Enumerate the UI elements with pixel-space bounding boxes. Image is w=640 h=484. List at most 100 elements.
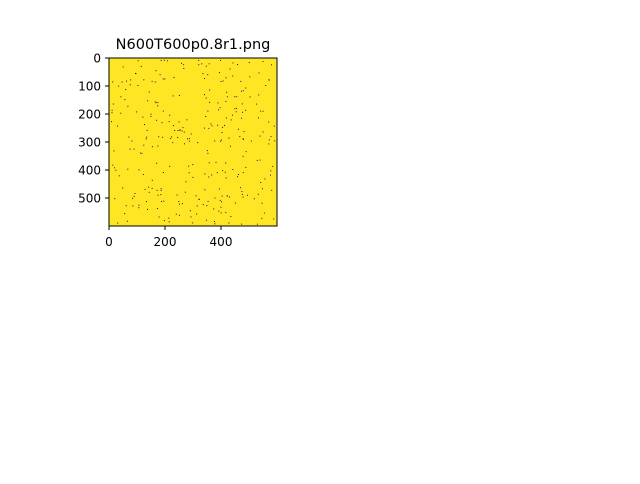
heatmap-cell [220, 59, 221, 61]
heatmap-cell [192, 222, 194, 224]
heatmap-cell [171, 136, 173, 138]
heatmap-cell [263, 212, 265, 214]
heatmap-cell [214, 197, 216, 199]
heatmap-cell [150, 115, 152, 117]
heatmap-cell [156, 162, 158, 164]
heatmap-cell [241, 193, 243, 195]
heatmap-cell [260, 182, 262, 183]
heatmap-cell [238, 174, 239, 175]
heatmap-cell [154, 81, 156, 83]
heatmap-cell [225, 162, 227, 164]
heatmap-cell [229, 68, 231, 70]
heatmap-cell [138, 169, 140, 171]
heatmap-cell [182, 127, 184, 129]
heatmap-cell [147, 208, 148, 210]
heatmap-cell [179, 214, 180, 216]
heatmap-cell [163, 200, 165, 202]
heatmap-cell [242, 172, 244, 174]
heatmap-cell [242, 138, 244, 140]
heatmap-cell [211, 174, 213, 176]
heatmap-cell [190, 216, 192, 218]
heatmap-cell [124, 213, 126, 215]
heatmap-cell [242, 155, 244, 157]
heatmap-cell [160, 189, 162, 191]
heatmap-cell [132, 197, 134, 199]
heatmap-cell [207, 110, 209, 112]
heatmap-cell [253, 198, 255, 200]
heatmap-cell [234, 96, 236, 98]
heatmap-cell [183, 64, 185, 66]
heatmap-cell [205, 65, 207, 67]
heatmap-cell [173, 125, 175, 127]
heatmap-cell [225, 100, 227, 102]
heatmap-cell [270, 170, 272, 172]
heatmap-cell [175, 213, 177, 215]
heatmap-cell [240, 187, 241, 189]
heatmap-cell [221, 201, 222, 203]
heatmap-cell [225, 177, 227, 179]
heatmap-cell [183, 131, 185, 133]
heatmap-cell [224, 171, 226, 173]
heatmap-cell [220, 81, 222, 82]
heatmap-cell [133, 195, 135, 197]
heatmap-cell [260, 110, 262, 112]
heatmap-cell [268, 143, 270, 145]
heatmap-cell [259, 135, 261, 137]
y-tick-label: 300 [78, 136, 101, 150]
x-tick-label: 200 [154, 235, 177, 249]
heatmap-cell [114, 198, 116, 200]
heatmap-cell [245, 151, 247, 153]
heatmap-cell [184, 191, 186, 193]
heatmap-cell [259, 159, 261, 161]
heatmap-cell [208, 162, 210, 164]
heatmap-cell [262, 131, 264, 133]
heatmap-cell [147, 100, 149, 102]
chart-title: N600T600p0.8r1.png [116, 37, 271, 53]
heatmap-cell [185, 181, 187, 183]
heatmap-cell [218, 109, 220, 111]
heatmap-cell [196, 213, 198, 215]
heatmap-cell [161, 201, 163, 202]
heatmap-cell [112, 164, 114, 166]
heatmap-cell [179, 129, 181, 131]
heatmap-cell [258, 72, 260, 74]
heatmap-cell [178, 121, 180, 123]
heatmap-cell [216, 172, 218, 174]
heatmap-cell [228, 137, 230, 139]
heatmap-cell [120, 112, 122, 114]
heatmap-cell [237, 64, 238, 65]
heatmap-cell [173, 77, 175, 78]
heatmap-cell [144, 124, 145, 125]
heatmap-cell [225, 117, 227, 119]
heatmap-cell [229, 196, 230, 198]
heatmap-cell [245, 166, 247, 168]
heatmap-cell [135, 73, 136, 74]
heatmap-image [109, 58, 277, 226]
heatmap-cell [261, 217, 263, 219]
heatmap-cell [219, 72, 220, 74]
heatmap-cell [151, 146, 153, 148]
heatmap-cell [224, 124, 225, 126]
heatmap-cell [204, 173, 206, 175]
heatmap-cell [265, 85, 267, 86]
heatmap-cell [219, 199, 221, 201]
heatmap-cell [261, 202, 263, 204]
heatmap-cell [256, 103, 258, 105]
heatmap-cell [159, 74, 161, 76]
heatmap-cell [218, 188, 220, 190]
heatmap-cell [207, 74, 209, 76]
heatmap-cell [172, 142, 174, 144]
heatmap-cell [205, 116, 207, 117]
heatmap-cell [226, 96, 228, 98]
heatmap-cell [250, 140, 252, 142]
heatmap-cell [120, 96, 122, 98]
heatmap-cell [274, 140, 276, 142]
heatmap-cell [157, 105, 159, 107]
heatmap-cell [125, 205, 127, 207]
heatmap-cell [192, 164, 194, 166]
heatmap-cell [168, 217, 170, 219]
heatmap-cell [230, 216, 232, 217]
heatmap-cell [138, 207, 140, 209]
heatmap-cell [177, 130, 179, 131]
heatmap-cell [271, 189, 273, 191]
